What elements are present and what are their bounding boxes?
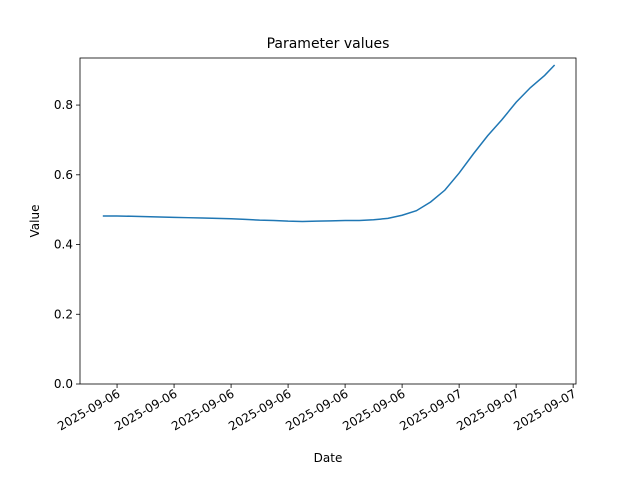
x-tick-label: 2025-09-06 xyxy=(283,386,350,433)
y-axis-label: Value xyxy=(28,205,42,238)
chart-title: Parameter values xyxy=(267,36,390,52)
y-tick-label: 0.4 xyxy=(54,238,73,252)
x-tick-label: 2025-09-06 xyxy=(55,386,122,433)
line-series xyxy=(102,64,556,223)
y-tick-label: 0.6 xyxy=(54,168,73,182)
x-tick-label: 2025-09-07 xyxy=(511,386,578,433)
x-tick-label: 2025-09-06 xyxy=(340,386,407,433)
x-tick-label: 2025-09-06 xyxy=(169,386,236,433)
y-tick-label: 0.0 xyxy=(54,377,73,391)
x-tick-label: 2025-09-07 xyxy=(454,386,521,433)
x-axis-label: Date xyxy=(314,451,343,465)
x-tick-label: 2025-09-06 xyxy=(226,386,293,433)
y-tick-label: 0.8 xyxy=(54,98,73,112)
y-tick-label: 0.2 xyxy=(54,307,73,321)
x-tick-label: 2025-09-06 xyxy=(112,386,179,433)
plot-frame xyxy=(79,57,577,385)
x-tick-label: 2025-09-07 xyxy=(397,386,464,433)
